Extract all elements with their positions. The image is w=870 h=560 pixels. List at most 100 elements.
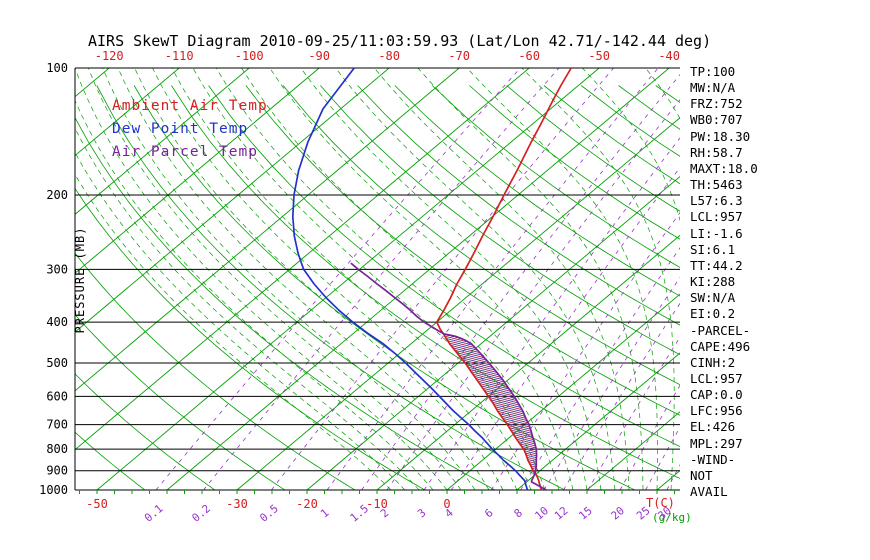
top-temp-tick-label: -60 <box>518 49 540 63</box>
isotherm-line <box>75 68 180 157</box>
moist-adiabat-line <box>117 68 490 490</box>
top-temp-tick-label: -110 <box>165 49 194 63</box>
dry-adiabat-line <box>208 85 680 448</box>
legend-dew-point-temp: Dew Point Temp <box>112 121 249 137</box>
mixing-ratio-line <box>587 336 680 490</box>
ambient-curve <box>435 68 572 490</box>
isotherm-line <box>75 68 320 274</box>
top-temp-tick-label: -80 <box>378 49 400 63</box>
isotherm-line <box>75 68 390 333</box>
isotherm-line <box>75 68 460 392</box>
mixing-ratio-tick-label: 6 <box>482 506 495 520</box>
moist-adiabat-line <box>300 68 602 490</box>
stat-line: TT:44.2 <box>690 257 743 273</box>
mixing-unit-label: (g/kg) <box>652 511 692 524</box>
top-temp-tick-label: -50 <box>588 49 610 63</box>
pressure-grid <box>74 67 680 494</box>
moist-adiabat-line <box>466 68 658 490</box>
dry-adiabat-line <box>96 85 566 490</box>
stat-line: AVAIL <box>690 484 728 500</box>
moist-adiabat-line <box>171 68 532 490</box>
mixing-ratio-tick-label: 0.2 <box>189 502 213 525</box>
pressure-tick-label: 300 <box>46 262 68 276</box>
mixing-ratio-line <box>563 302 680 490</box>
mixing-ratio-line <box>386 99 680 490</box>
mixing-ratio-line <box>361 74 680 490</box>
stat-line: TP:100 <box>690 64 736 79</box>
stat-line: WB0:707 <box>690 112 743 128</box>
dry-adiabat-line <box>320 85 680 356</box>
moist-adiabat-line <box>152 68 518 490</box>
mixing-ratio-line <box>326 68 659 490</box>
pressure-tick-label: 500 <box>46 356 68 370</box>
chart-title: AIRS SkewT Diagram 2010-09-25/11:03:59.9… <box>88 32 712 50</box>
mixing-ratio-tick-label: 8 <box>512 506 525 520</box>
stat-line: SI:6.1 <box>690 241 736 257</box>
mixing-ratio-tick-label: 0.5 <box>257 502 281 525</box>
legend: Ambient Air Temp Dew Point Temp Air Parc… <box>112 95 268 164</box>
top-temp-tick-label: -90 <box>308 49 330 63</box>
isotherm-line <box>516 352 680 490</box>
top-temp-tick-label: -40 <box>658 49 680 63</box>
dry-adiabat-line <box>75 431 146 490</box>
moist-adiabat-line <box>75 99 434 490</box>
legend-ambient-air-temp: Ambient Air Temp <box>112 98 268 114</box>
mixing-ratio-tick-label: 15 <box>576 504 595 522</box>
stat-line: CAP:0.0 <box>690 387 743 403</box>
stat-line: LI:-1.6 <box>690 225 743 241</box>
mixing-ratio-line <box>271 68 614 490</box>
moist-adiabat-line <box>75 68 448 490</box>
isotherm-line <box>166 68 670 490</box>
mixing-ratio-tick-label: 1 <box>318 506 331 520</box>
isotherm-line <box>586 411 680 490</box>
moist-adiabat-line <box>241 68 574 490</box>
bottom-temp-tick-label: -10 <box>366 497 388 511</box>
dry-adiabat-line <box>75 373 216 490</box>
mixing-ratio-line <box>520 247 680 490</box>
stat-line: MW:N/A <box>690 80 736 96</box>
moist-adiabat-line <box>269 68 588 490</box>
pressure-tick-label: 400 <box>46 315 68 329</box>
stat-line: CINH:2 <box>690 354 736 370</box>
mixing-ratio-line <box>645 426 680 490</box>
stat-line: EL:426 <box>690 419 736 435</box>
mixing-ratio-tick-label: 2 <box>378 506 391 520</box>
isotherm-line <box>75 68 530 451</box>
stat-line: FRZ:752 <box>690 96 743 112</box>
stat-line: RH:58.7 <box>690 144 743 160</box>
dry-adiabat-line <box>75 116 496 490</box>
isotherm-line <box>75 68 250 215</box>
mixing-ratio-line <box>543 276 680 490</box>
pressure-tick-label: 600 <box>46 389 68 403</box>
stat-line: MAXT:18.0 <box>690 160 758 176</box>
stat-line: MPL:297 <box>690 435 743 451</box>
mixing-ratio-line <box>423 137 680 490</box>
top-temp-tick-label: -120 <box>95 49 124 63</box>
stat-line: -PARCEL- <box>690 322 751 338</box>
top-temp-tick-label: -70 <box>448 49 470 63</box>
stat-line: SW:N/A <box>690 290 736 306</box>
stat-line: KI:288 <box>690 274 736 290</box>
dry-adiabat-line <box>357 85 680 326</box>
legend-air-parcel-temp: Air Parcel Temp <box>112 144 258 160</box>
dry-adiabat-line <box>394 85 680 297</box>
pressure-tick-label: 200 <box>46 188 68 202</box>
moist-adiabat-line <box>417 68 644 490</box>
mixing-ratio-tick-label: 12 <box>552 504 571 522</box>
stat-line: EI:0.2 <box>690 306 736 322</box>
dry-adiabat-line <box>75 252 356 490</box>
moist-adiabat-line <box>335 68 616 490</box>
stat-line: -WIND- <box>690 451 736 467</box>
parcel-curve <box>350 262 547 490</box>
dry-adiabat-line <box>133 85 636 490</box>
top-temp-tick-label: -100 <box>235 49 264 63</box>
bottom-temp-tick-label: -50 <box>86 497 108 511</box>
mixing-ratio-line <box>490 212 680 490</box>
stat-line: L57:6.3 <box>690 193 743 209</box>
dry-adiabat-line <box>75 187 426 490</box>
stat-line: LCL:957 <box>690 209 743 225</box>
dry-adiabat-line <box>431 85 680 268</box>
dry-adiabat-line <box>245 85 680 416</box>
stat-line: LFC:956 <box>690 403 743 419</box>
